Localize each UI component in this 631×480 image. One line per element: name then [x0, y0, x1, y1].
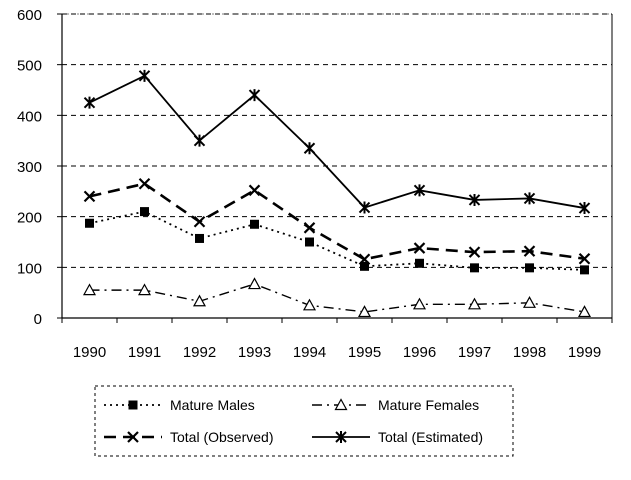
data-point-x — [468, 246, 481, 258]
legend-item: Mature Females — [312, 397, 479, 413]
data-point-x — [303, 222, 316, 234]
x-tick-label: 1999 — [568, 344, 601, 361]
legend-item: Total (Estimated) — [312, 429, 483, 445]
data-point-open-triangle — [247, 277, 262, 290]
legend-label: Total (Estimated) — [378, 429, 483, 445]
legend: Mature Males Mature Females Total (Observe… — [94, 385, 514, 457]
data-point-filled-square — [140, 207, 149, 217]
series-line — [89, 74, 585, 209]
x-tick-label: 1998 — [513, 344, 546, 361]
legend-label: Total (Observed) — [170, 429, 273, 445]
x-tick-label: 1995 — [348, 344, 381, 361]
legend-label: Mature Females — [378, 397, 479, 413]
data-point-open-triangle — [357, 305, 372, 318]
y-tick-label: 200 — [17, 210, 42, 227]
data-point-filled-square — [525, 263, 534, 273]
data-point-asterisk — [83, 96, 96, 109]
data-point-x — [358, 253, 371, 266]
legend-item: Mature Males — [104, 397, 255, 413]
y-tick-label: 400 — [17, 108, 42, 125]
data-point-x — [578, 252, 591, 265]
data-point-x — [248, 184, 261, 197]
y-tick-label: 0 — [34, 311, 42, 328]
data-point-filled-square — [128, 400, 138, 410]
data-point-filled-square — [85, 218, 94, 228]
data-point-asterisk — [468, 193, 481, 206]
data-point-asterisk — [335, 431, 347, 443]
data-point-asterisk — [248, 89, 261, 102]
data-point-asterisk — [358, 201, 371, 214]
data-point-x — [138, 177, 151, 190]
data-point-open-triangle — [467, 297, 482, 310]
data-point-asterisk — [193, 134, 206, 147]
data-point-filled-square — [360, 261, 369, 271]
x-tick-label: 1996 — [403, 344, 436, 361]
series-line — [89, 182, 585, 261]
data-point-asterisk — [523, 192, 536, 205]
data-point-x — [83, 190, 96, 203]
data-point-filled-square — [250, 219, 259, 229]
data-point-asterisk — [138, 69, 151, 82]
data-point-asterisk — [578, 202, 591, 215]
x-tick-label: 1994 — [293, 344, 326, 361]
axes — [57, 13, 613, 323]
data-point-x — [413, 242, 426, 254]
legend-item: Total (Observed) — [104, 429, 273, 445]
data-point-x — [193, 215, 206, 228]
data-point-open-triangle — [412, 297, 427, 310]
data-point-open-triangle — [82, 283, 97, 296]
data-point-open-triangle — [302, 298, 317, 311]
series-mature-males — [85, 207, 589, 275]
series-group — [82, 69, 592, 318]
y-tick-labels: 0 100 200 300 400 500 600 — [17, 7, 42, 328]
x-tick-label: 1997 — [458, 344, 491, 361]
x-tick-label: 1993 — [238, 344, 271, 361]
legend-label: Mature Males — [170, 397, 255, 413]
data-point-filled-square — [195, 233, 204, 243]
data-point-x — [127, 431, 139, 443]
y-tick-label: 600 — [17, 7, 42, 24]
y-tick-label: 300 — [17, 159, 42, 176]
data-point-asterisk — [303, 142, 316, 155]
data-point-filled-square — [470, 263, 479, 273]
data-point-open-triangle — [192, 294, 207, 307]
series-total-observed — [83, 177, 591, 266]
data-point-open-triangle — [137, 283, 152, 296]
y-tick-label: 100 — [17, 260, 42, 277]
gridlines — [62, 13, 612, 268]
data-point-x — [523, 245, 536, 257]
series-line — [89, 210, 585, 271]
series-mature-females — [82, 277, 592, 318]
data-point-open-triangle — [334, 398, 348, 411]
data-point-open-triangle — [577, 305, 592, 318]
data-point-open-triangle — [522, 296, 537, 308]
data-point-filled-square — [580, 265, 589, 275]
data-point-filled-square — [305, 237, 314, 247]
x-tick-label: 1992 — [183, 344, 216, 361]
legend-box — [94, 385, 514, 457]
x-tick-label: 1991 — [128, 344, 161, 361]
data-point-asterisk — [413, 184, 426, 197]
y-tick-label: 500 — [17, 58, 42, 75]
x-tick-label: 1990 — [73, 344, 106, 361]
x-tick-labels: 1990 1991 1992 1993 1994 1995 1996 1997 1998 1999 — [73, 344, 601, 361]
series-total-estimated — [83, 69, 591, 215]
series-line — [89, 283, 585, 313]
data-point-filled-square — [415, 258, 424, 268]
